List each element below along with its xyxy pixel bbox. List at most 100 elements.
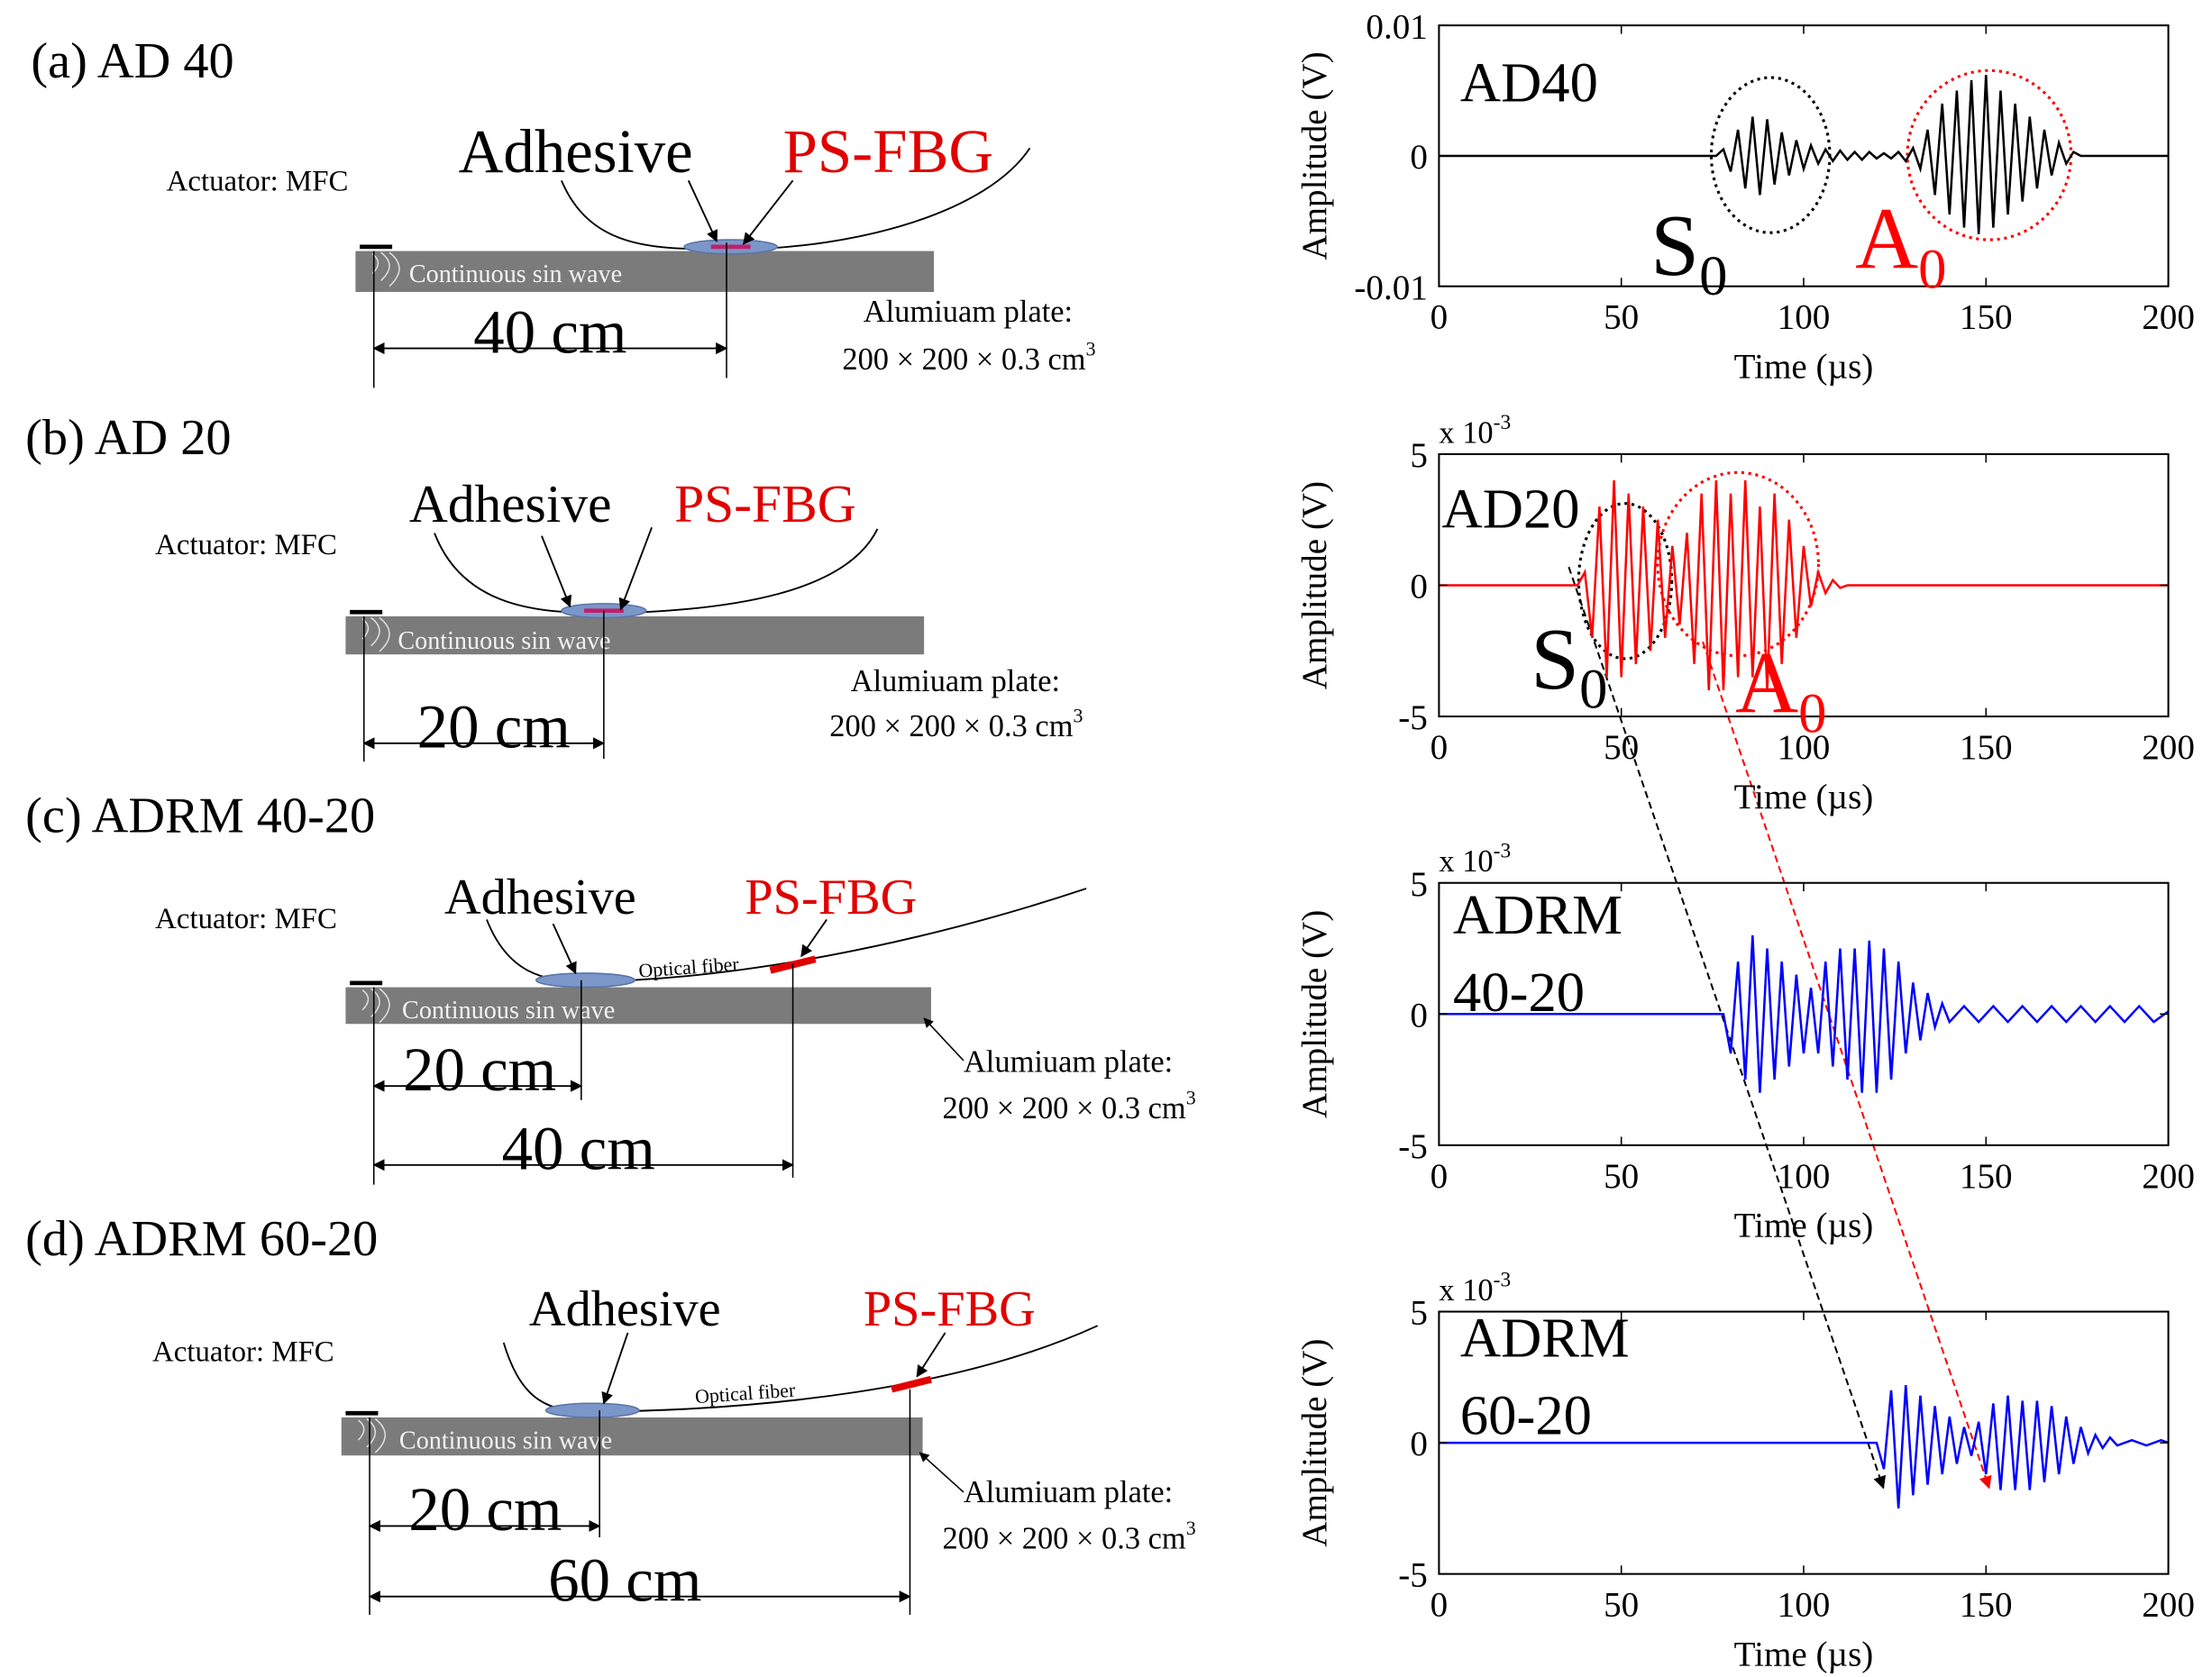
x-tick-label: 50 [1604,1157,1639,1196]
mode-label: S0 [1531,611,1607,721]
aluminium-plate [345,615,925,655]
figure-body: (a) AD 40 Adhesive PS-FBG Actuator: MFC Cont… [25,7,2195,1673]
ps-fbg [891,1375,932,1393]
x-tick-label: 0 [1430,1157,1449,1196]
x-axis-label: Time (µs) [1734,1635,1874,1673]
sensor-label: PS-FBG [745,870,917,925]
plate-label: Alumiuam plate: [851,664,1060,698]
signal-label: ADRM [1453,883,1622,946]
adhesive-spot [535,972,636,989]
pointer-arrow [687,179,718,242]
panel-title: (a) AD 40 [31,33,233,89]
y-tick-label: -0.01 [1354,269,1427,307]
plate-size-sup: 3 [1186,1517,1196,1539]
x-tick-label: 200 [2142,728,2195,767]
signal-label: ADRM [1460,1307,1630,1370]
plate-size-sup: 3 [1186,1086,1196,1108]
pointer-arrow [601,1332,629,1405]
x-tick-label: 100 [1778,298,1831,337]
actuator-label: Actuator: MFC [167,165,349,197]
distance-label: 60 cm [548,1545,701,1614]
y-tick-label: 0 [1410,996,1428,1034]
mode-label: A0 [1855,190,1946,300]
y-tick-label: 0 [1410,1425,1428,1463]
plate-label: Alumiuam plate: [964,1475,1173,1509]
aluminium-plate [355,251,935,292]
x-tick-label: 150 [1960,1586,2013,1625]
x-tick-label: 150 [1960,298,2013,337]
plate-size-sup: 3 [1073,704,1083,726]
pointer-arrow [552,923,577,975]
y-tick-label: -5 [1398,1127,1428,1166]
plate-size: 200 × 200 × 0.3 cm3 [942,1517,1195,1556]
x-tick-label: 200 [2142,1586,2195,1625]
axis-multiplier: x 10-3 [1439,840,1511,880]
y-axis-label: Amplitude (V) [1295,481,1334,689]
fiber-label: Optical fiber [638,952,740,982]
y-tick-label: 5 [1410,436,1428,475]
y-axis-label: Amplitude (V) [1295,1338,1334,1546]
plate-size-sup: 3 [1086,337,1096,360]
plate-size: 200 × 200 × 0.3 cm3 [942,1086,1195,1126]
actuator-label: Actuator: MFC [155,903,337,935]
actuator-label: Actuator: MFC [152,1335,334,1368]
y-axis-label: Amplitude (V) [1295,910,1334,1118]
plate-size-text: 200 × 200 × 0.3 cm [842,342,1085,377]
wave-label: Continuous sin wave [399,1426,612,1454]
signal-label: 60-20 [1460,1384,1592,1447]
panel-title: (b) AD 20 [25,410,231,466]
signal-label: AD40 [1460,51,1598,114]
plate-label: Alumiuam plate: [964,1044,1173,1079]
plate-size-text: 200 × 200 × 0.3 cm [942,1091,1185,1126]
panel-title: (d) ADRM 60-20 [25,1211,378,1267]
plate-size-text: 200 × 200 × 0.3 cm [942,1521,1185,1555]
fiber-label: Optical fiber [694,1379,796,1408]
mode-letter: A [1855,190,1918,287]
fiber [486,888,1087,983]
x-tick-label: 100 [1778,1586,1831,1625]
pointer-arrow [916,1332,946,1378]
x-axis-label: Time (µs) [1734,1207,1874,1245]
plate-pointer [919,1452,964,1493]
x-tick-label: 0 [1430,728,1449,767]
mode-label: S0 [1650,197,1727,307]
adhesive-label: Adhesive [444,870,636,925]
y-tick-label: -5 [1398,1556,1428,1595]
fiber [502,1325,1099,1413]
sensor-label: PS-FBG [674,474,856,533]
distance-label: 20 cm [417,693,571,761]
wave-label: Continuous sin wave [402,997,615,1025]
adhesive-label: Adhesive [529,1281,721,1337]
pointer-arrow [618,527,653,611]
y-tick-label: 0.01 [1366,7,1427,46]
multiplier-text: x 10 [1439,415,1493,450]
multiplier-sup: -3 [1494,1268,1512,1291]
mode-letter: S [1531,611,1579,707]
distance-label: 40 cm [473,297,626,366]
mode-subscript: 0 [1798,681,1826,744]
adhesive-spot [544,1402,640,1418]
x-tick-label: 200 [2142,298,2195,337]
multiplier-sup: -3 [1494,840,1512,863]
signal-line [1439,75,2169,234]
axis-multiplier: x 10-3 [1439,411,1511,451]
sensor-label: PS-FBG [864,1281,1036,1337]
mode-subscript: 0 [1579,658,1607,721]
mode-subscript: 0 [1918,237,1946,300]
plate-size: 200 × 200 × 0.3 cm3 [829,704,1083,743]
pointer-arrow [800,918,827,958]
y-tick-label: 5 [1410,1294,1428,1333]
multiplier-sup: -3 [1494,411,1512,434]
mode-label: A0 [1735,634,1826,744]
signal-line [1439,934,2170,1093]
multiplier-text: x 10 [1439,1273,1493,1308]
a0-circle [1656,470,1820,658]
y-axis-label: Amplitude (V) [1295,51,1334,260]
wave-label: Continuous sin wave [409,260,622,288]
mode-subscript: 0 [1699,244,1727,307]
plate-size-text: 200 × 200 × 0.3 cm [829,709,1073,743]
distance-label: 40 cm [502,1114,655,1182]
x-tick-label: 50 [1604,1586,1639,1625]
pointer-arrow [541,535,572,608]
